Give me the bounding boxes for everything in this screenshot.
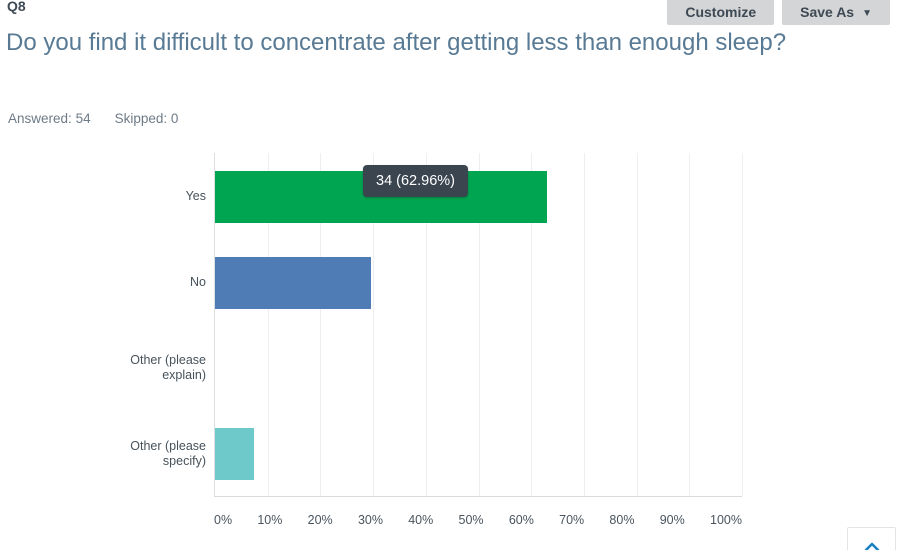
customize-button[interactable]: Customize bbox=[667, 0, 775, 25]
gridline bbox=[742, 153, 743, 496]
gridline bbox=[320, 153, 322, 496]
category-label: Yes bbox=[185, 188, 206, 203]
bar-chart: Yes No Other (please explain) Other (please… bbox=[0, 153, 898, 550]
toolbar: Customize Save As ▼ bbox=[667, 0, 890, 25]
x-tick-label: 70% bbox=[559, 513, 585, 527]
bar-no[interactable] bbox=[215, 256, 372, 309]
bar-tooltip: 34 (62.96%) bbox=[363, 165, 468, 197]
skipped-stat: Skipped: 0 bbox=[114, 111, 179, 126]
gridline bbox=[478, 153, 480, 496]
bar-row bbox=[215, 325, 742, 411]
x-tick-label: 20% bbox=[307, 513, 333, 527]
bar-rows bbox=[215, 153, 742, 496]
bar-row bbox=[215, 239, 742, 325]
category-label: Other (please explain) bbox=[130, 353, 206, 382]
chevron-down-icon: ▼ bbox=[862, 8, 872, 19]
bar-other-please-specify[interactable] bbox=[215, 428, 255, 481]
gridline bbox=[531, 153, 533, 496]
chevron-up-icon bbox=[864, 542, 879, 550]
x-tick-label: 0% bbox=[214, 513, 233, 527]
gridline bbox=[636, 153, 638, 496]
percent-axis: 0% 10% 20% 30% 40% 50% 60% 70% 80% 90% 100% bbox=[214, 513, 742, 527]
x-tick-label: 40% bbox=[408, 513, 434, 527]
category-axis: Yes No Other (please explain) Other (please… bbox=[0, 153, 206, 497]
category-label: No bbox=[190, 274, 206, 289]
question-title: Do you find it difficult to concentrate … bbox=[6, 29, 787, 56]
x-tick-label: 50% bbox=[458, 513, 484, 527]
x-tick-label: 10% bbox=[257, 513, 283, 527]
x-tick-label: 30% bbox=[357, 513, 383, 527]
plot-area: 34 (62.96%) bbox=[214, 153, 743, 497]
save-as-button[interactable]: Save As ▼ bbox=[782, 0, 890, 25]
x-tick-label: 80% bbox=[609, 513, 635, 527]
save-as-button-label: Save As bbox=[800, 4, 855, 20]
category-label: Other (please specify) bbox=[130, 439, 206, 468]
x-tick-label: 60% bbox=[508, 513, 534, 527]
x-tick-label: 90% bbox=[659, 513, 685, 527]
answered-stat: Answered: 54 bbox=[8, 111, 91, 126]
response-stats: Answered: 54 Skipped: 0 bbox=[8, 111, 178, 126]
tooltip-value: 34 (62.96%) bbox=[376, 173, 455, 189]
bar-row bbox=[215, 153, 742, 239]
gridline bbox=[425, 153, 427, 496]
customize-button-label: Customize bbox=[685, 4, 757, 20]
question-number: Q8 bbox=[7, 0, 26, 14]
gridline bbox=[583, 153, 585, 496]
x-tick-label: 100% bbox=[710, 513, 742, 527]
gridline bbox=[267, 153, 269, 496]
gridline bbox=[373, 153, 375, 496]
gridline bbox=[689, 153, 691, 496]
bar-row bbox=[215, 410, 742, 496]
scroll-to-top-button[interactable] bbox=[847, 527, 896, 550]
